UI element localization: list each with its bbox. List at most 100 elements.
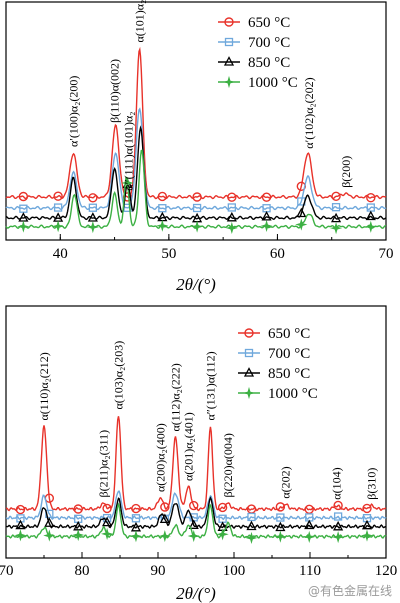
series-marker	[156, 219, 169, 232]
series-marker	[276, 513, 285, 522]
series-marker	[52, 220, 65, 233]
series-star	[5, 502, 387, 544]
legend-label: 650 °C	[248, 15, 290, 31]
peak-label: α(103)α₂(203)	[112, 341, 126, 410]
series-marker	[14, 529, 27, 542]
legend-label: 700 °C	[248, 35, 290, 51]
series-marker	[101, 516, 113, 527]
x-tick-label: 50	[161, 246, 176, 262]
series-marker	[261, 192, 272, 202]
peak-label: β(211)α₂(311)	[96, 430, 110, 498]
x-tick-label: 110	[299, 563, 321, 579]
series-marker	[331, 203, 341, 212]
series-line	[5, 125, 387, 221]
series-marker	[158, 530, 171, 543]
series-marker	[275, 502, 286, 512]
peak-label: α(202)	[279, 466, 293, 498]
chart-panel-2: 70 80 90 100 110 120 2θ/(°) 650 °C 700 °C 850 °C 1…	[0, 305, 398, 603]
series-marker	[247, 512, 256, 522]
legend-marker	[223, 56, 235, 66]
legend-label: 650 °C	[268, 326, 310, 342]
series-marker	[131, 514, 141, 523]
series-marker	[88, 193, 98, 203]
series-marker	[329, 222, 343, 235]
legend-entry: 700 °C	[218, 35, 290, 51]
series-marker	[159, 513, 170, 524]
peak-label: α″(131)α(112)	[203, 351, 217, 420]
legend-entry: 650 °C	[218, 15, 290, 31]
legend-marker	[242, 386, 256, 400]
x-tick-label: 70	[0, 563, 14, 579]
series-line	[5, 107, 387, 211]
series-marker	[53, 191, 63, 201]
plot-frame	[5, 1, 387, 241]
series-marker	[274, 530, 287, 543]
legend-marker	[224, 37, 234, 47]
series-marker	[332, 531, 345, 544]
legend-marker	[244, 328, 254, 338]
series-marker	[245, 531, 258, 544]
series-circle	[5, 46, 387, 203]
series-marker	[295, 218, 308, 231]
series-line	[5, 46, 387, 200]
legend-marker	[243, 367, 255, 377]
series-marker	[18, 191, 29, 202]
legend-entry: 850 °C	[238, 366, 310, 382]
series-line	[5, 416, 387, 512]
series-marker	[17, 220, 30, 233]
series-marker	[225, 221, 238, 235]
peak-label: α(200)α₂(400)	[153, 423, 167, 492]
series-line	[5, 490, 387, 521]
series-marker	[216, 528, 229, 541]
x-tick-label: 40	[53, 246, 68, 262]
legend-entry: 850 °C	[218, 55, 290, 71]
series-marker	[192, 192, 202, 202]
x-tick-label: 120	[375, 563, 398, 579]
series-marker	[188, 519, 199, 529]
peak-label: β(220)α(004)	[221, 433, 235, 497]
series-marker	[303, 530, 316, 543]
series-marker	[158, 204, 167, 213]
legend-marker	[224, 17, 234, 27]
series-marker	[44, 517, 55, 527]
peak-label: α″(111)α(101)α₂	[122, 112, 136, 191]
series-marker	[227, 192, 237, 202]
legend-label: 850 °C	[248, 55, 290, 71]
legend-entry: 700 °C	[238, 346, 310, 362]
legend-entry: 1000 °C	[238, 386, 318, 402]
series-marker	[333, 520, 344, 531]
legend-entry: 1000 °C	[218, 75, 298, 91]
series-marker	[73, 504, 83, 514]
peak-label: α(104)	[330, 467, 344, 499]
series-marker	[86, 221, 99, 234]
series-marker	[296, 207, 307, 218]
peak-label: β(110)α(002)	[108, 59, 122, 123]
legend-marker	[244, 348, 254, 358]
series-marker	[362, 503, 372, 514]
series-marker	[364, 220, 377, 233]
series-marker	[101, 527, 114, 540]
series-marker	[361, 519, 373, 530]
series-star	[5, 149, 387, 235]
x-tick-label: 100	[223, 563, 246, 579]
series-marker	[246, 520, 257, 531]
legend-label: 1000 °C	[248, 75, 298, 91]
series-marker	[333, 500, 343, 511]
series-marker	[121, 176, 134, 190]
series-marker	[217, 502, 228, 513]
x-tick-label: 80	[75, 563, 90, 579]
plot-frame	[5, 305, 387, 559]
x-tick-label: 90	[151, 563, 166, 579]
series-marker	[131, 503, 141, 514]
peak-label: β(200)	[339, 156, 353, 188]
series-marker	[160, 502, 170, 512]
peak-label: α(201)α₂(401)	[181, 412, 195, 481]
series-marker	[366, 193, 376, 203]
series-marker	[227, 203, 236, 212]
series-marker	[102, 503, 112, 514]
series-marker	[304, 519, 315, 530]
series-marker	[157, 191, 168, 202]
legend-label: 700 °C	[268, 346, 310, 362]
series-marker	[189, 500, 199, 511]
